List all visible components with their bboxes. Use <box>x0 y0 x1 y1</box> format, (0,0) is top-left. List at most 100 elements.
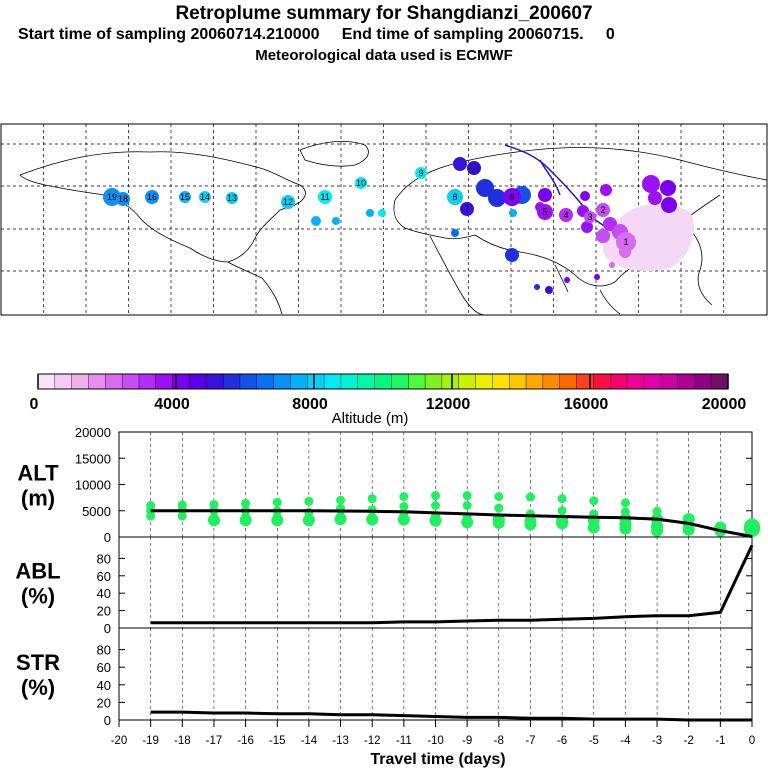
plume-altitude-point <box>462 491 472 501</box>
y-tick-label: 80 <box>97 643 111 658</box>
x-tick-label: 0 <box>749 735 755 747</box>
plume-day-label: 7 <box>464 204 469 214</box>
colorbar-swatch <box>273 373 291 390</box>
colorbar-tick-label: 0 <box>30 396 39 413</box>
plume-day-label: 5 <box>542 207 547 217</box>
x-tick-label: -14 <box>301 735 318 747</box>
plume-altitude-point <box>587 521 600 534</box>
colorbar-swatch <box>391 373 409 390</box>
plume-marker-16 <box>145 190 159 204</box>
x-tick-label: -8 <box>494 735 504 747</box>
plume-marker-15 <box>179 191 191 203</box>
colorbar-swatch <box>290 373 308 390</box>
colorbar-swatch <box>256 373 275 390</box>
plume-altitude-point <box>209 499 219 509</box>
colorbar-swatch <box>643 373 662 390</box>
plume-cluster-markers: 19 18 16 15 14 13 12 11 10 9 87 6 5 4 32 1 <box>103 157 677 294</box>
plume-marker <box>488 189 506 207</box>
y-tick-label: 5000 <box>82 504 111 519</box>
plume-day-label: 9 <box>418 168 423 178</box>
colorbar-swatch <box>694 373 712 390</box>
plume-altitude-point <box>399 492 409 502</box>
plume-marker <box>366 209 374 217</box>
plume-day-label: 18 <box>118 194 128 204</box>
panel-unit-label: (m) <box>21 486 55 511</box>
colorbar-swatch <box>525 373 544 390</box>
colorbar-swatch <box>710 373 729 390</box>
colorbar-swatch <box>492 373 510 390</box>
met-data-note: Meteorological data used is ECMWF <box>255 47 513 64</box>
plume-altitude-point <box>744 521 760 538</box>
series-line-str <box>150 710 752 722</box>
plume-marker <box>534 284 540 290</box>
y-tick-label: 40 <box>97 678 111 693</box>
colorbar-swatch <box>54 373 73 390</box>
plume-altitude-point <box>557 506 567 516</box>
plume-marker <box>642 175 660 193</box>
x-tick-label: -16 <box>237 735 254 747</box>
panel-abl: 0 20 40 60 80 ABL(%) <box>15 536 754 636</box>
plume-marker-10 <box>355 177 367 189</box>
plume-altitude-point <box>589 496 599 506</box>
plume-marker <box>609 262 615 268</box>
plume-day-label: 2 <box>600 205 605 215</box>
chart-title: Retroplume summary for Shangdianzi_20060… <box>175 3 593 24</box>
plume-marker <box>378 209 386 217</box>
plume-altitude-point <box>431 501 440 510</box>
plume-marker <box>648 191 662 205</box>
x-tick-label: -18 <box>174 735 191 747</box>
plume-marker <box>505 248 519 262</box>
colorbar-swatch <box>239 373 258 390</box>
colorbar-tick-label: 20000 <box>702 396 747 413</box>
plume-marker-2 <box>596 203 610 217</box>
plume-marker-3 <box>584 211 596 223</box>
plume-altitude-point <box>239 514 252 527</box>
x-axis-label: Travel time (days) <box>370 751 505 768</box>
panel-unit-label: (%) <box>21 675 55 700</box>
plume-day-label: 13 <box>227 193 237 203</box>
plume-altitude-point <box>461 516 474 529</box>
colorbar-swatch <box>374 373 392 390</box>
plume-marker <box>594 274 600 280</box>
plume-altitude-point <box>651 524 664 537</box>
plume-day-label: 8 <box>452 192 457 202</box>
plume-marker-18 <box>116 192 130 206</box>
panel-str: 0 20 40 60 80 STR(%) <box>16 627 753 728</box>
plume-altitude-point <box>524 518 537 531</box>
colorbar-tick-label: 8000 <box>292 396 328 413</box>
plume-day-label: 4 <box>563 210 568 220</box>
plume-day-label: 14 <box>200 192 210 202</box>
plume-marker-13 <box>226 192 238 204</box>
x-tick-label: -12 <box>364 735 381 747</box>
y-tick-label: 10000 <box>75 478 111 493</box>
plume-marker <box>467 161 481 175</box>
plume-day-label: 16 <box>147 192 157 202</box>
x-tick-label: -1 <box>715 735 725 747</box>
y-tick-label: 40 <box>97 586 111 601</box>
plume-altitude-point <box>619 522 632 535</box>
plume-altitude-point <box>557 494 567 504</box>
plume-marker <box>545 286 553 294</box>
plume-day-label: 6 <box>509 192 514 202</box>
plume-marker <box>600 184 612 196</box>
y-tick-label: 60 <box>97 660 111 675</box>
plume-altitude-point <box>334 513 347 526</box>
plume-marker <box>509 209 517 217</box>
x-tick-label: -17 <box>206 735 223 747</box>
plume-altitude-point <box>271 514 284 527</box>
x-tick-label: -6 <box>557 735 567 747</box>
plume-altitude-point <box>462 501 472 510</box>
series-line-abl <box>150 544 754 625</box>
x-tick-label: -15 <box>269 735 286 747</box>
plume-altitude-point <box>652 506 662 516</box>
colorbar-swatch <box>542 373 561 390</box>
x-tick-label: -4 <box>620 735 631 747</box>
colorbar-axis-label: Altitude (m) <box>332 410 409 427</box>
plume-marker <box>660 180 676 196</box>
plume-altitude-point <box>241 498 251 508</box>
y-tick-label: 60 <box>97 569 111 584</box>
colorbar-swatch <box>222 373 241 390</box>
plume-altitude-point <box>431 491 440 501</box>
colorbar-swatch <box>71 373 89 390</box>
x-tick-label: -10 <box>427 735 444 747</box>
